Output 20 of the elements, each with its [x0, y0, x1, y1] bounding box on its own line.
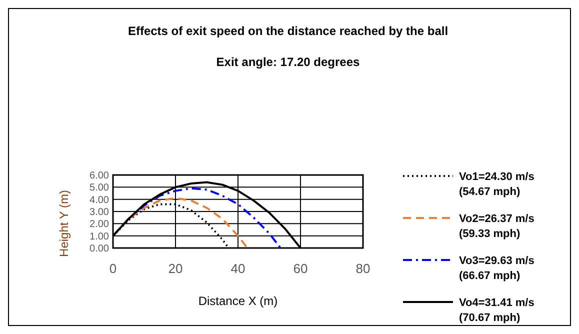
legend-label: Vo3=29.63 m/s (66.67 mph) — [459, 255, 534, 282]
x-tick-label: 20 — [168, 261, 183, 276]
x-tick-label: 80 — [356, 261, 370, 276]
legend-label: Vo1=24.30 m/s (54.67 mph) — [459, 171, 534, 198]
y-tick-label: 0.00 — [90, 244, 110, 254]
y-tick-label: 4.00 — [90, 194, 110, 206]
x-axis-title: Distance X (m) — [198, 294, 278, 308]
y-tick-label: 2.00 — [90, 219, 110, 230]
chart-title: Effects of exit speed on the distance reached by the ball — [128, 24, 448, 38]
y-tick-label: 3.00 — [90, 207, 110, 218]
x-tick-label: 0 — [109, 261, 117, 276]
x-tick-label: 40 — [230, 261, 246, 276]
legend-label: Vo4=31.41 m/s (70.67 mph) — [459, 297, 534, 324]
y-tick-label: 5.00 — [90, 182, 110, 194]
y-tick-label: 1.00 — [90, 231, 110, 242]
y-tick-label: 6.00 — [90, 170, 110, 182]
legend-label: Vo2=26.37 m/s (59.33 mph) — [459, 213, 534, 240]
y-axis-title: Height Y (m) — [57, 190, 71, 257]
chart-subtitle: Exit angle: 17.20 degrees — [216, 55, 360, 69]
x-tick-label: 60 — [293, 261, 308, 276]
